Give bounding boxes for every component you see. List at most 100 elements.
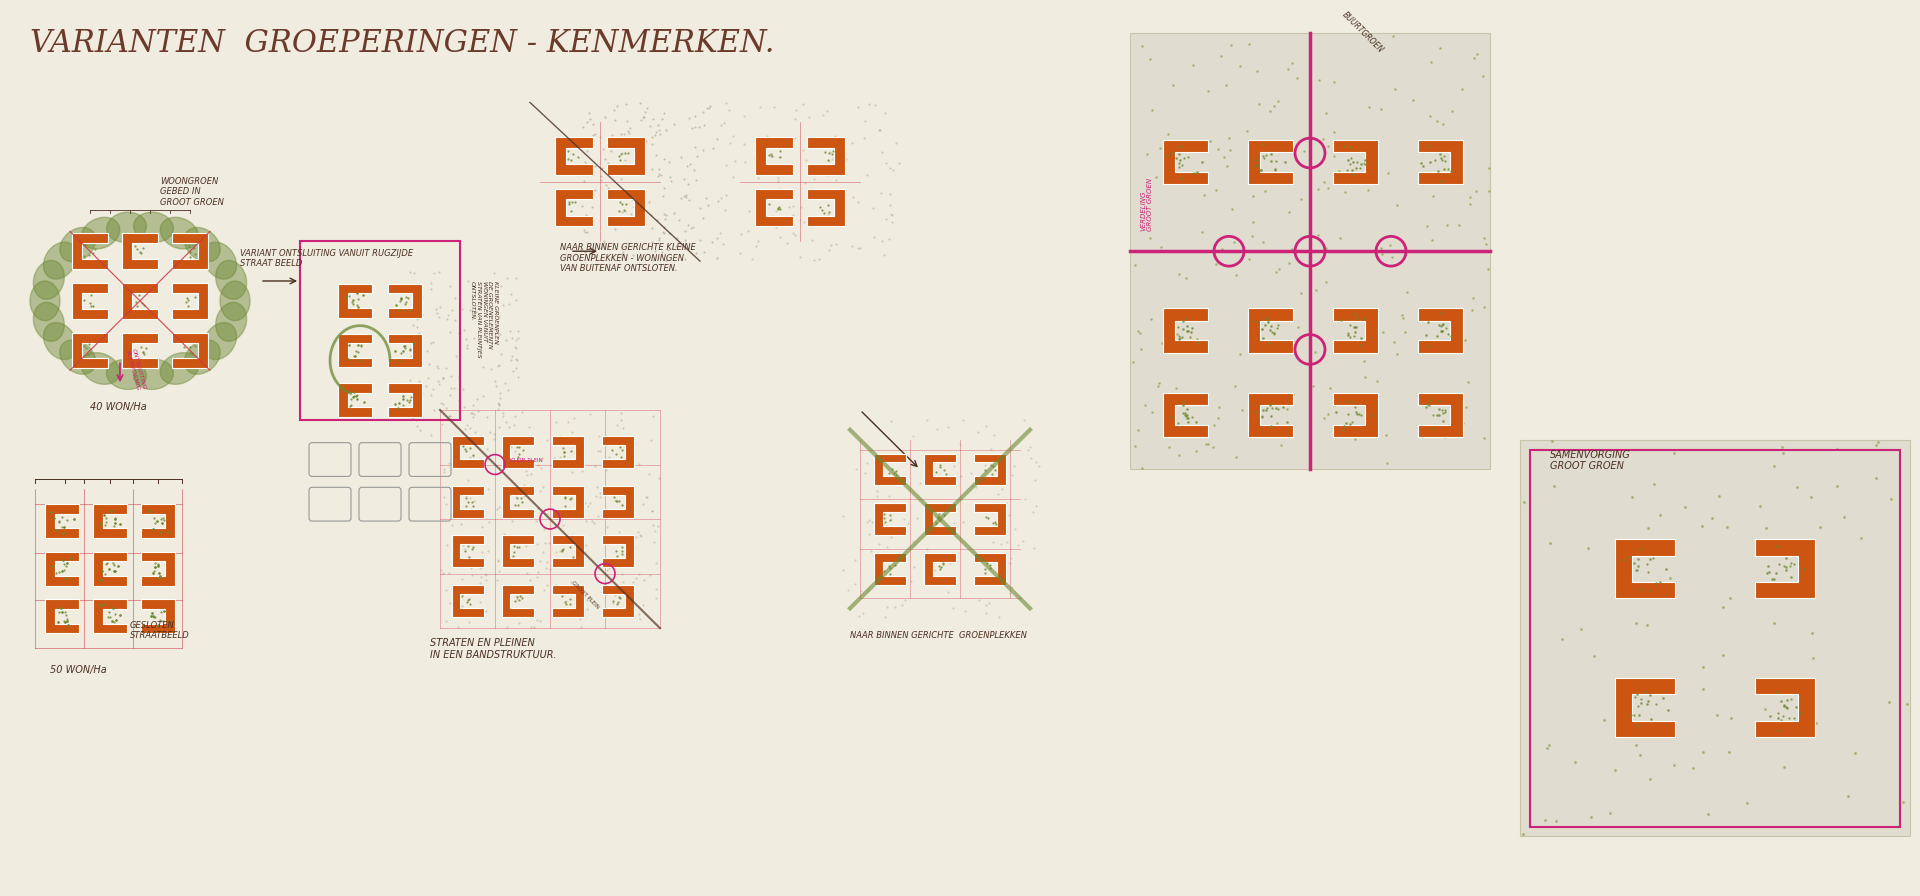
Polygon shape [388, 383, 422, 417]
Polygon shape [501, 486, 534, 518]
Text: KLEINE GROENPLEN
DE GROENELEMENTN
WONINGEN VANUIT
STRATEN VAN PLEINTJES
ONTSLOTE: KLEINE GROENPLEN DE GROENELEMENTN WONING… [470, 281, 497, 358]
Text: GROOT PLEIN: GROOT PLEIN [570, 580, 599, 609]
Ellipse shape [33, 302, 63, 341]
Polygon shape [551, 486, 584, 518]
Ellipse shape [134, 359, 173, 390]
Polygon shape [601, 486, 634, 518]
Text: SAMENVORGING
GROOT GROEN: SAMENVORGING GROOT GROEN [1549, 450, 1630, 471]
Bar [1530, 450, 1901, 827]
Polygon shape [1332, 140, 1377, 185]
Ellipse shape [60, 228, 96, 262]
Polygon shape [973, 504, 1006, 535]
Polygon shape [1162, 392, 1208, 437]
Polygon shape [1332, 308, 1377, 353]
Polygon shape [451, 436, 484, 468]
Ellipse shape [44, 323, 77, 359]
Polygon shape [551, 536, 584, 567]
Polygon shape [806, 189, 845, 227]
Polygon shape [73, 332, 108, 368]
Polygon shape [601, 536, 634, 567]
Polygon shape [140, 504, 175, 538]
Polygon shape [140, 552, 175, 585]
Polygon shape [92, 552, 127, 585]
Polygon shape [1162, 140, 1208, 185]
Text: KLEIN PLEIN: KLEIN PLEIN [511, 458, 543, 462]
Ellipse shape [184, 340, 221, 375]
Polygon shape [1248, 308, 1292, 353]
Polygon shape [874, 453, 906, 486]
Polygon shape [874, 553, 906, 584]
Text: VARIANT ONTSLUITING VANUIT RUGZIJDE
STRAAT BEELD: VARIANT ONTSLUITING VANUIT RUGZIJDE STRA… [240, 249, 413, 268]
Polygon shape [501, 536, 534, 567]
Polygon shape [73, 283, 108, 319]
Polygon shape [501, 585, 534, 616]
Polygon shape [44, 599, 79, 633]
Polygon shape [551, 436, 584, 468]
Ellipse shape [108, 212, 146, 242]
Polygon shape [44, 504, 79, 538]
Ellipse shape [204, 242, 236, 280]
Ellipse shape [159, 353, 198, 384]
Ellipse shape [60, 340, 96, 375]
Text: NAAR BINNEN GERICHTE KLEINE
GROENPLEKKEN - WONINGEN
VAN BUITENAF ONTSLOTEN.: NAAR BINNEN GERICHTE KLEINE GROENPLEKKEN… [561, 244, 695, 273]
Polygon shape [173, 233, 207, 269]
Ellipse shape [33, 261, 63, 299]
Polygon shape [501, 436, 534, 468]
Polygon shape [123, 233, 157, 269]
Polygon shape [874, 504, 906, 535]
Text: WOONGROEN
GEBED IN
GROOT GROEN: WOONGROEN GEBED IN GROOT GROEN [159, 177, 225, 207]
Text: VERDELING
GROOT GROEN: VERDELING GROOT GROEN [1140, 178, 1154, 231]
Polygon shape [451, 585, 484, 616]
Polygon shape [73, 233, 108, 269]
Polygon shape [1248, 392, 1292, 437]
Polygon shape [451, 536, 484, 567]
Text: STRATEN EN PLEINEN
IN EEN BANDSTRUKTUUR.: STRATEN EN PLEINEN IN EEN BANDSTRUKTUUR. [430, 638, 557, 660]
Polygon shape [92, 599, 127, 633]
Polygon shape [173, 332, 207, 368]
Polygon shape [806, 137, 845, 175]
Polygon shape [44, 552, 79, 585]
Polygon shape [1417, 308, 1463, 353]
Polygon shape [755, 137, 793, 175]
Ellipse shape [81, 353, 119, 384]
Polygon shape [388, 284, 422, 318]
Ellipse shape [159, 218, 198, 249]
Polygon shape [1248, 140, 1292, 185]
Text: VARIANTEN  GROEPERINGEN - KENMERKEN.: VARIANTEN GROEPERINGEN - KENMERKEN. [31, 28, 774, 59]
Ellipse shape [184, 228, 221, 262]
Polygon shape [1417, 392, 1463, 437]
Ellipse shape [44, 242, 77, 280]
Polygon shape [555, 189, 593, 227]
Polygon shape [123, 283, 157, 319]
Text: ONTSLUITING
PLENVORMIG: ONTSLUITING PLENVORMIG [125, 349, 146, 392]
Ellipse shape [108, 359, 146, 390]
Polygon shape [1332, 392, 1377, 437]
Polygon shape [601, 585, 634, 616]
Polygon shape [338, 383, 372, 417]
Polygon shape [924, 453, 956, 486]
Ellipse shape [134, 212, 173, 242]
Ellipse shape [221, 281, 250, 321]
Polygon shape [388, 333, 422, 367]
Polygon shape [338, 333, 372, 367]
Polygon shape [755, 189, 793, 227]
Text: BUURTGROEN: BUURTGROEN [1340, 10, 1384, 55]
Polygon shape [338, 284, 372, 318]
Polygon shape [123, 332, 157, 368]
Polygon shape [601, 436, 634, 468]
Polygon shape [924, 504, 956, 535]
Polygon shape [551, 585, 584, 616]
Polygon shape [1755, 677, 1814, 737]
Ellipse shape [215, 261, 246, 299]
Polygon shape [973, 453, 1006, 486]
Polygon shape [1615, 677, 1674, 737]
Polygon shape [973, 553, 1006, 584]
Text: NAAR BINNEN GERICHTE  GROENPLEKKEN: NAAR BINNEN GERICHTE GROENPLEKKEN [851, 631, 1027, 640]
Polygon shape [1615, 538, 1674, 599]
Ellipse shape [215, 302, 246, 341]
Polygon shape [607, 189, 645, 227]
Text: 50 WON/Ha: 50 WON/Ha [50, 665, 108, 675]
Ellipse shape [204, 323, 236, 359]
Polygon shape [451, 486, 484, 518]
Ellipse shape [31, 281, 60, 321]
